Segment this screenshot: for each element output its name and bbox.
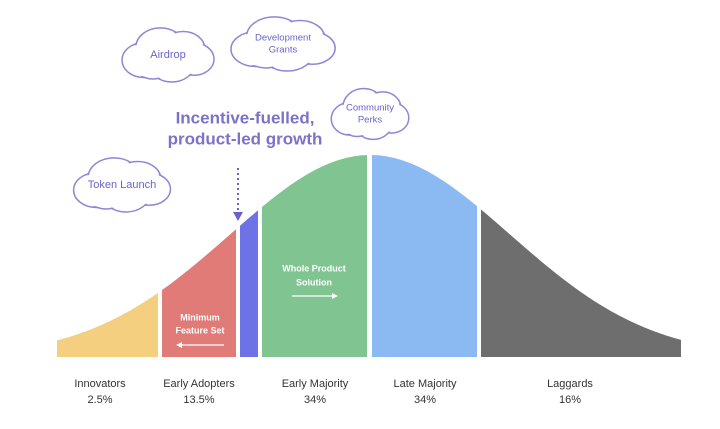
cloud-label: Airdrop <box>150 49 185 61</box>
cloud-label: Token Launch <box>88 179 157 191</box>
segment-share: 34% <box>304 394 326 406</box>
segment-share: 2.5% <box>87 394 112 406</box>
arrow-head <box>176 342 182 348</box>
annotation: Whole Product <box>282 263 346 273</box>
curve-segment <box>57 292 158 357</box>
cloud-label: Community <box>346 103 394 114</box>
cloud: Token Launch <box>72 157 172 213</box>
cloud-label: Development <box>255 33 311 44</box>
annotation: Minimum <box>180 312 220 322</box>
arrow-head <box>332 293 338 299</box>
curve-segment <box>162 229 236 357</box>
segment-share: 13.5% <box>183 394 214 406</box>
segment-name: Early Majority <box>282 378 349 390</box>
cloud-shape <box>246 40 286 67</box>
cloud-label: Perks <box>358 115 383 126</box>
curve-segment <box>262 155 367 357</box>
curve-segment <box>372 155 477 357</box>
cloud-shape <box>88 181 124 208</box>
segment-share: 34% <box>414 394 436 406</box>
segment-name: Late Majority <box>394 378 457 390</box>
annotation: Feature Set <box>175 325 224 335</box>
cloud-label: Grants <box>269 45 298 56</box>
headline: Incentive-fuelled, <box>176 108 315 127</box>
cloud-shape <box>343 110 372 136</box>
arrow-head <box>233 212 243 221</box>
segment-name: Early Adopters <box>163 378 235 390</box>
segment-labels: Innovators 2.5% Early Adopters 13.5% Early M… <box>74 378 593 406</box>
cloud-shape <box>135 51 170 78</box>
segment-name: Laggards <box>547 378 593 390</box>
segment-name: Innovators <box>74 378 126 390</box>
curve-segment <box>240 210 258 357</box>
curve-segment <box>481 209 681 357</box>
segment-share: 16% <box>559 394 581 406</box>
annotation: Solution <box>296 277 332 287</box>
headline: product-led growth <box>168 129 323 148</box>
adoption-curve <box>57 155 681 357</box>
cloud: Airdrop <box>121 27 215 83</box>
